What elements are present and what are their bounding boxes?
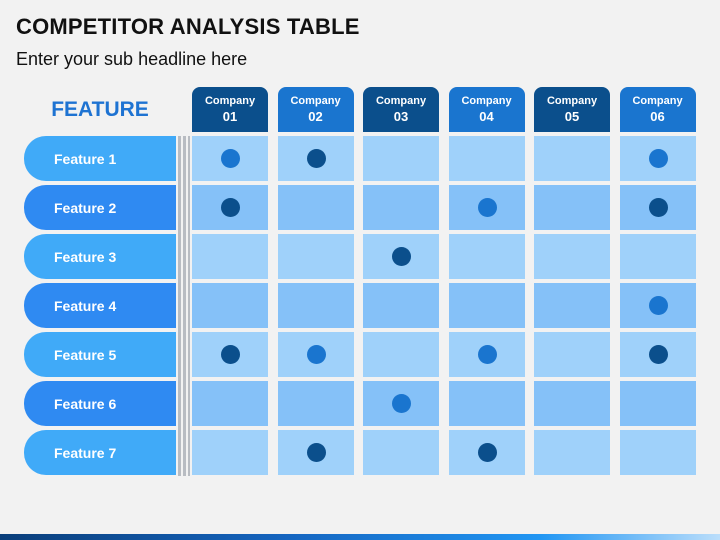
table-cell [192, 332, 268, 377]
feature-available-dot [477, 443, 497, 462]
table-cell [192, 185, 268, 230]
feature-available-dot [221, 198, 240, 217]
table-cell [619, 332, 696, 377]
table-cell [363, 283, 439, 328]
feature-label-4: Feature 4 [24, 283, 176, 328]
feature-label-7: Feature 7 [24, 430, 176, 475]
feature-available-dot [221, 345, 240, 364]
company-header-label: Company [290, 95, 341, 107]
table-cell [448, 430, 525, 475]
company-header-label: Company [461, 95, 512, 107]
table-cell [534, 381, 610, 426]
company-header-label: Company [546, 95, 598, 107]
table-cell [277, 185, 354, 230]
table-cell [619, 283, 696, 328]
company-header-number: 06 [650, 109, 665, 124]
table-cell [448, 381, 525, 426]
feature-available-dot [392, 394, 411, 413]
feature-available-dot [477, 198, 497, 217]
feature-available-dot [392, 247, 411, 266]
table-cell [448, 283, 525, 328]
feature-label-2: Feature 2 [24, 185, 176, 230]
feature-available-dot [648, 345, 668, 364]
table-cell [363, 136, 439, 181]
feature-available-dot [306, 443, 326, 462]
table-cell [363, 234, 439, 279]
table-cell [534, 136, 610, 181]
company-header-5: Company 05 [534, 87, 610, 132]
footer-gradient-bar [0, 534, 720, 540]
company-header-label: Company [375, 95, 427, 107]
comparison-grid [192, 136, 696, 476]
company-header-1: Company 01 [192, 87, 268, 132]
page-title: COMPETITOR ANALYSIS TABLE [16, 14, 360, 39]
table-cell [192, 430, 268, 475]
feature-label-1: Feature 1 [24, 136, 176, 181]
feature-available-dot [648, 149, 668, 168]
table-cell [448, 234, 525, 279]
table-cell [619, 234, 696, 279]
company-header-number: 04 [479, 109, 494, 124]
feature-label-6: Feature 6 [24, 381, 176, 426]
table-cell [448, 136, 525, 181]
feature-available-dot [306, 345, 326, 364]
feature-available-dot [648, 198, 668, 217]
company-header-number: 03 [393, 109, 409, 124]
feature-available-dot [221, 149, 240, 168]
feature-available-dot [477, 345, 497, 364]
table-cell [192, 234, 268, 279]
table-cell [277, 332, 354, 377]
company-header-number: 02 [308, 109, 323, 124]
table-cell [277, 381, 354, 426]
table-cell [363, 332, 439, 377]
table-cell [192, 136, 268, 181]
table-cell [534, 234, 610, 279]
table-cell [363, 185, 439, 230]
table-cell [277, 234, 354, 279]
table-cell [619, 381, 696, 426]
company-header-6: Company 06 [619, 87, 696, 132]
table-cell [534, 283, 610, 328]
feature-label-3: Feature 3 [24, 234, 176, 279]
table-cell [448, 185, 525, 230]
company-header-number: 05 [564, 109, 580, 124]
company-header-label: Company [632, 95, 683, 107]
company-header-3: Company 03 [363, 87, 439, 132]
feature-available-dot [648, 296, 668, 315]
feature-column-heading: FEATURE [51, 98, 149, 121]
company-header-2: Company 02 [277, 87, 354, 132]
company-header-number: 01 [222, 109, 238, 124]
table-cell [448, 332, 525, 377]
table-cell [192, 283, 268, 328]
table-cell [277, 136, 354, 181]
page-subtitle: Enter your sub headline here [16, 49, 248, 69]
feature-label-5: Feature 5 [24, 332, 176, 377]
table-cell [619, 185, 696, 230]
table-cell [277, 430, 354, 475]
feature-available-dot [306, 149, 326, 168]
table-cell [534, 185, 610, 230]
table-cell [277, 283, 354, 328]
company-header-4: Company 04 [448, 87, 525, 132]
table-cell [363, 381, 439, 426]
company-header-label: Company [204, 95, 256, 107]
table-cell [619, 430, 696, 475]
table-cell [534, 332, 610, 377]
table-cell [192, 381, 268, 426]
table-cell [619, 136, 696, 181]
column-divider-rails [178, 136, 190, 476]
table-cell [534, 430, 610, 475]
table-cell [363, 430, 439, 475]
